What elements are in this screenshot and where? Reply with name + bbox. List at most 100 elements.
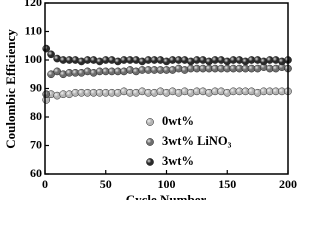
y-tick-label: 110	[25, 23, 42, 37]
data-point	[47, 50, 55, 59]
data-point	[144, 56, 153, 64]
y-tick-label: 60	[30, 166, 42, 180]
marker-shine	[229, 87, 237, 95]
data-point	[168, 87, 177, 96]
marker-shine	[120, 67, 128, 75]
data-point	[150, 88, 159, 97]
marker-shine	[181, 66, 189, 74]
marker-shine	[90, 89, 98, 97]
data-point	[217, 56, 226, 64]
marker-shine	[71, 69, 79, 77]
data-point	[174, 88, 183, 97]
x-tick-label: 0	[42, 177, 48, 191]
marker-shine	[65, 90, 73, 98]
data-point	[71, 88, 80, 97]
x-tick-label: 100	[158, 177, 176, 191]
marker-shine	[241, 57, 250, 66]
data-point	[150, 66, 159, 74]
marker-shine	[150, 56, 158, 64]
marker-shine	[59, 90, 67, 98]
data-point	[253, 56, 262, 64]
marker-shine	[77, 57, 86, 66]
marker-shine	[175, 64, 183, 73]
y-axis-label: Coulombic Efficiency	[3, 29, 18, 149]
data-point	[278, 63, 286, 71]
marker-shine	[59, 56, 67, 64]
data-point	[199, 56, 207, 64]
marker-shine	[77, 69, 86, 77]
data-point	[150, 56, 159, 64]
marker-shine	[211, 87, 219, 95]
marker-shine	[53, 92, 61, 100]
marker-shine	[205, 89, 213, 97]
data-point	[180, 66, 189, 74]
y-tick-label: 80	[30, 109, 42, 123]
x-tick-label: 50	[100, 177, 112, 191]
data-point	[186, 57, 195, 66]
marker-shine	[138, 57, 146, 66]
legend-label: 3wt% LiNO₃	[162, 134, 232, 148]
data-point	[162, 66, 171, 74]
marker-shine	[77, 89, 86, 97]
marker-shine	[278, 63, 286, 71]
marker-shine	[235, 56, 243, 64]
marker-shine	[42, 90, 50, 98]
data-point	[53, 91, 62, 100]
data-point	[120, 67, 128, 76]
marker-shine	[108, 56, 116, 64]
marker-shine	[59, 70, 67, 78]
data-point	[247, 64, 256, 73]
data-point	[205, 88, 213, 97]
data-point	[77, 68, 86, 77]
marker-shine	[193, 56, 201, 64]
marker-shine	[71, 56, 79, 64]
data-point	[211, 56, 219, 64]
data-point	[235, 64, 244, 73]
data-point	[89, 88, 98, 97]
data-point	[107, 67, 116, 76]
x-axis-label: Cycle Number	[126, 192, 207, 200]
data-point	[77, 57, 86, 66]
marker-shine	[193, 87, 201, 95]
marker-shine	[162, 89, 171, 97]
marker-shine	[278, 87, 286, 95]
data-point	[259, 63, 268, 71]
data-point	[156, 56, 165, 64]
marker-shine	[53, 54, 61, 63]
data-point	[42, 44, 51, 53]
marker-shine	[42, 45, 50, 53]
data-point	[278, 57, 286, 66]
marker-shine	[175, 56, 183, 64]
marker-shine	[132, 56, 140, 64]
data-point	[83, 56, 92, 64]
marker-shine	[272, 87, 280, 95]
data-point	[253, 88, 262, 97]
data-point	[42, 90, 51, 99]
data-point	[223, 57, 232, 66]
marker-shine	[247, 64, 256, 73]
data-point	[138, 57, 147, 66]
data-point	[101, 56, 110, 64]
data-point	[205, 57, 213, 66]
marker-shine	[132, 89, 140, 97]
data-point	[259, 57, 268, 66]
marker-shine	[150, 89, 158, 97]
marker-shine	[199, 87, 207, 95]
data-point	[265, 64, 274, 73]
data-point	[174, 64, 183, 73]
y-tick-label: 120	[24, 0, 42, 9]
marker-shine	[144, 89, 152, 97]
marker-shine	[175, 89, 183, 97]
data-point	[95, 88, 104, 97]
marker-shine	[144, 56, 152, 64]
marker-shine	[126, 89, 134, 97]
marker-shine	[83, 67, 92, 75]
data-point	[272, 56, 280, 64]
marker-shine	[217, 64, 225, 73]
chart: Coulombic Efficiency Cycle Number 60 70 80…	[3, 0, 297, 200]
marker-shine	[217, 56, 225, 64]
data-point	[132, 67, 140, 76]
marker-shine	[260, 63, 268, 71]
legend-label: 3wt%	[162, 154, 194, 168]
data-point	[65, 90, 74, 99]
